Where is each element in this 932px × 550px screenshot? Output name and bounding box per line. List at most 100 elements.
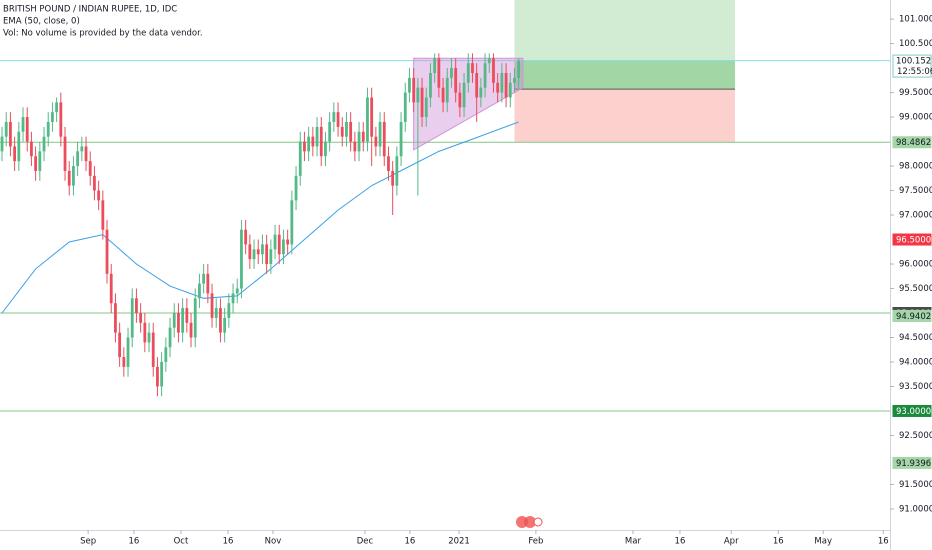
x-tick-label: Dec [357, 537, 374, 547]
candle-body [256, 249, 260, 255]
candle-body [391, 170, 395, 186]
price-label-box [892, 136, 932, 149]
candle-body [508, 82, 512, 98]
y-tick-label: 97.0000 [899, 211, 932, 221]
x-tick-label: Sep [80, 537, 96, 547]
candle-body [34, 156, 38, 171]
events-icon[interactable] [516, 516, 543, 528]
candle-body [382, 121, 386, 157]
candle-body [315, 126, 319, 147]
candle-body [4, 121, 8, 137]
candle-body [231, 293, 235, 304]
x-tick-label: 16 [404, 537, 415, 547]
candle-body [9, 121, 12, 147]
price-label: 91.9396 [896, 459, 931, 469]
candle-body [55, 102, 59, 113]
candle-body [210, 293, 214, 318]
price-label: 96.5000 [896, 236, 931, 246]
indicator-label: EMA (50, close, 0) [3, 17, 80, 27]
candle-body [248, 244, 252, 260]
candle-body [172, 313, 176, 328]
candle-body [244, 229, 248, 245]
stop-zone [514, 89, 736, 143]
candle-body [370, 97, 374, 137]
y-tick-label: 91.0000 [899, 504, 932, 514]
candle-body [227, 303, 231, 318]
x-tick-label: Apr [724, 537, 739, 547]
ema-line [1, 121, 519, 314]
candle-body [378, 121, 382, 147]
candle-body [139, 313, 143, 323]
candle-body [294, 175, 298, 201]
candle-body [353, 141, 357, 152]
candle-body [332, 112, 336, 122]
profit-zone [514, 0, 736, 90]
price-label-box [892, 309, 932, 322]
plot-area [0, 0, 890, 412]
x-tick-label: May [814, 537, 832, 547]
y-tick-label: 99.5000 [899, 88, 932, 98]
price-label-box [892, 233, 932, 246]
candle-body [466, 63, 470, 83]
candle-body [303, 141, 306, 152]
candle-body [122, 357, 126, 367]
candle-body [492, 58, 495, 83]
candle-body [458, 92, 462, 108]
candle-body [282, 239, 285, 255]
candle-body [0, 136, 4, 152]
price-label: 93.0000 [896, 407, 931, 417]
candle-body [63, 136, 67, 171]
candle-body [290, 200, 294, 245]
candle-body [13, 146, 17, 162]
candle-body [340, 126, 344, 137]
x-tick-label: 16 [128, 537, 139, 547]
candle-body [38, 151, 42, 171]
candle-body [17, 131, 21, 162]
candle-body [114, 303, 117, 333]
candle-body [160, 361, 164, 387]
candle-body [164, 347, 168, 362]
candle-body [298, 141, 302, 176]
y-tick-label: 101.0000 [899, 15, 932, 25]
candle-body [416, 87, 420, 103]
candle-body [51, 112, 54, 122]
y-tick-label: 94.0000 [899, 357, 932, 367]
candle-body [240, 229, 243, 289]
candle-body [84, 146, 88, 162]
y-tick-label: 100.5000 [899, 39, 932, 49]
x-tick-label: Nov [265, 537, 282, 547]
axes: 101.0000 100.5000 99.5000 99.0000 98.0000 97.… [80, 15, 932, 547]
candle-body [219, 308, 222, 333]
y-tick-label: 96.0000 [899, 260, 932, 270]
candle-body [206, 273, 210, 294]
candle-body [475, 72, 479, 98]
candle-body [202, 273, 206, 284]
candle-body [273, 234, 277, 250]
candle-body [72, 166, 75, 186]
candle-body [403, 92, 407, 122]
candle-body [424, 97, 428, 118]
y-tick-label: 91.5000 [899, 480, 932, 490]
candle-body [471, 63, 474, 73]
candle-body [361, 131, 365, 142]
candle-body [345, 121, 348, 137]
price-label-box [892, 54, 932, 78]
open-profit [514, 60, 736, 90]
candle-body [261, 244, 264, 255]
candle-body [25, 117, 29, 142]
triangle-pattern [413, 57, 524, 151]
candle-body [76, 151, 80, 167]
x-tick-label: Feb [528, 537, 543, 547]
candle-body [67, 170, 71, 186]
price-label: 100.1527 [896, 57, 932, 67]
candle-body [349, 121, 353, 142]
candle-body [193, 298, 197, 338]
price-label-box [892, 456, 932, 469]
candle-body [366, 97, 369, 142]
candle-body [412, 77, 416, 103]
candle-body [223, 317, 227, 333]
candle-body [483, 63, 487, 88]
candle-body [147, 332, 151, 343]
candle-body [214, 308, 218, 318]
candle-body [441, 87, 445, 103]
